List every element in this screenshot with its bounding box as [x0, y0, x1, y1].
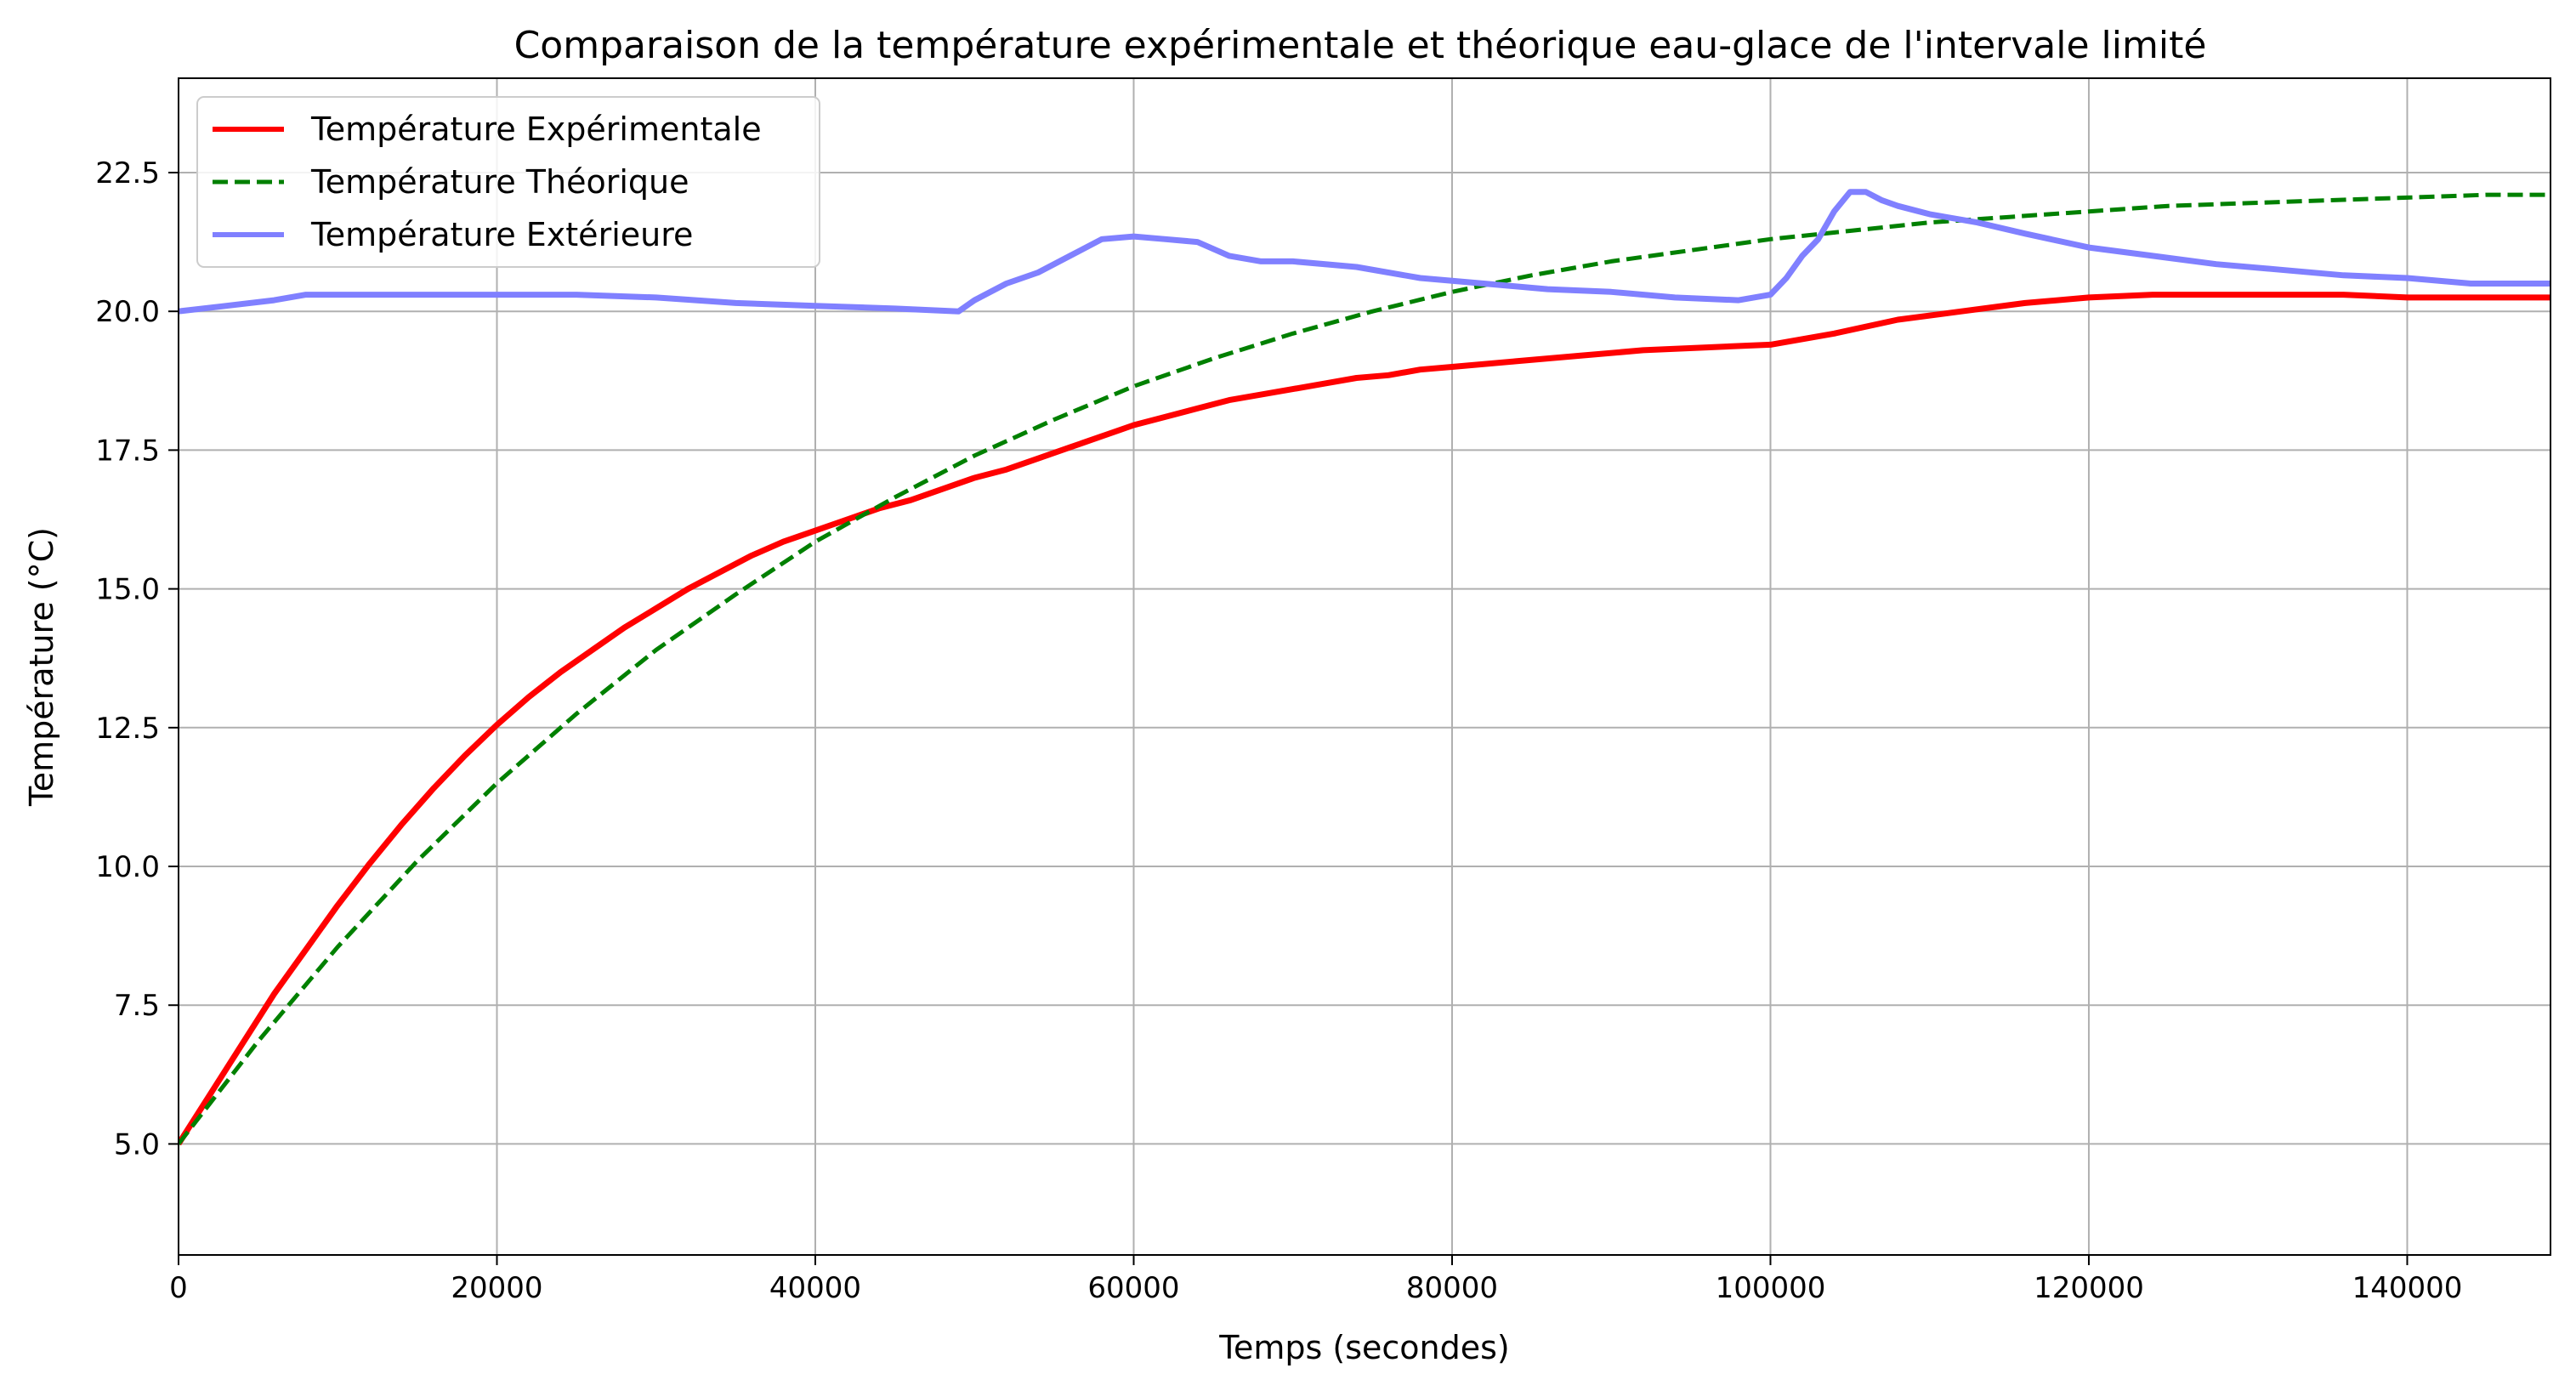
- y-tick-label: 5.0: [114, 1127, 160, 1161]
- x-tick-label: 100000: [1716, 1271, 1826, 1305]
- legend-label-temperature-exterieure: Température Extérieure: [310, 216, 693, 253]
- y-tick-label: 12.5: [95, 712, 160, 746]
- y-tick-label: 15.0: [95, 573, 160, 607]
- x-tick-label: 140000: [2352, 1271, 2463, 1305]
- series-line-temperature-experimentale: [179, 292, 2550, 1146]
- y-tick-label: 20.0: [95, 295, 160, 329]
- y-tick-label: 10.0: [95, 850, 160, 884]
- series-layer: [179, 189, 2550, 1146]
- x-tick-label: 60000: [1087, 1271, 1179, 1305]
- x-axis: 0 20000 40000 60000 80000 100000 120000 140000: [169, 1255, 2462, 1305]
- legend-label-temperature-theorique: Température Théorique: [310, 163, 689, 201]
- y-tick-label: 22.5: [95, 156, 160, 190]
- chart-title: Comparaison de la température expériment…: [514, 24, 2207, 67]
- x-tick-label: 80000: [1406, 1271, 1498, 1305]
- y-tick-label: 7.5: [114, 989, 160, 1023]
- plot-frame: [178, 77, 2551, 1256]
- legend: Température Expérimentale Température Thé…: [196, 96, 820, 268]
- x-tick-label: 120000: [2034, 1271, 2144, 1305]
- series-line-temperature-exterieure: [179, 189, 2550, 315]
- series-line-temperature-theorique: [179, 192, 2550, 1145]
- grid: [178, 78, 2550, 1255]
- y-axis: 5.0 7.5 10.0 12.5 15.0 17.5 20.0 22.5: [95, 156, 179, 1161]
- y-axis-label: Température (°C): [23, 527, 60, 807]
- x-axis-label: Temps (secondes): [1218, 1329, 1510, 1366]
- y-tick-label: 17.5: [95, 434, 160, 468]
- x-tick-label: 40000: [769, 1271, 861, 1305]
- x-tick-label: 20000: [451, 1271, 542, 1305]
- x-tick-label: 0: [169, 1271, 188, 1305]
- legend-box: [196, 96, 820, 268]
- legend-label-temperature-experimentale: Température Expérimentale: [310, 111, 762, 148]
